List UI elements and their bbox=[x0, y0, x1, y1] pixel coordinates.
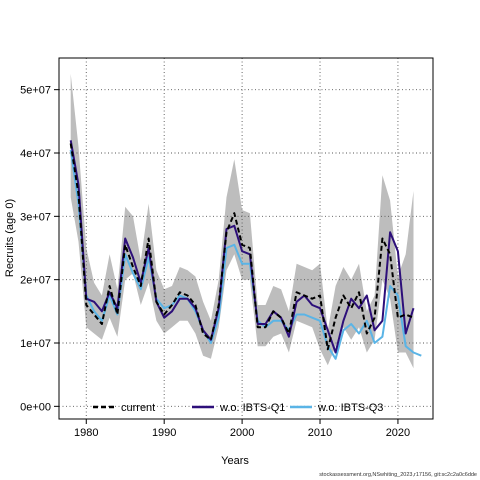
x-axis-label: Years bbox=[221, 455, 249, 467]
footer-text: stockassessment.org,NSwhiting_2023,r1715… bbox=[319, 472, 477, 478]
grid-layer bbox=[59, 58, 433, 419]
series-line-w-o-ibts-q1 bbox=[69, 140, 415, 354]
y-tick-label: 1e+07 bbox=[20, 338, 51, 350]
legend-label-2: w.o. IBTS-Q1 bbox=[219, 402, 285, 414]
legend-label-1: current bbox=[121, 402, 155, 414]
y-tick-label: 5e+07 bbox=[20, 85, 51, 97]
y-tick-label: 4e+07 bbox=[20, 148, 51, 160]
x-tick-label: 2000 bbox=[230, 427, 254, 439]
y-tick-label: 2e+07 bbox=[20, 275, 51, 287]
axis-layer: 1980 1990 2000 2010 2020 0e+00 1e+07 2e+07 3e+07… bbox=[20, 85, 410, 439]
y-tick-label: 0e+00 bbox=[20, 401, 51, 413]
series-layer bbox=[69, 140, 422, 360]
x-tick-label: 1980 bbox=[74, 427, 98, 439]
y-tick-label: 3e+07 bbox=[20, 211, 51, 223]
y-axis-label: Recruits (age 0) bbox=[4, 199, 16, 277]
plot-frame bbox=[58, 57, 434, 420]
legend: current w.o. IBTS-Q1 w.o. IBTS-Q3 bbox=[93, 402, 383, 414]
x-tick-label: 1990 bbox=[152, 427, 176, 439]
series-line-current bbox=[69, 143, 414, 351]
series-line-w-o-ibts-q3 bbox=[69, 149, 422, 360]
x-tick-label: 2010 bbox=[308, 427, 332, 439]
legend-label-3: w.o. IBTS-Q3 bbox=[317, 402, 383, 414]
x-tick-label: 2020 bbox=[386, 427, 410, 439]
